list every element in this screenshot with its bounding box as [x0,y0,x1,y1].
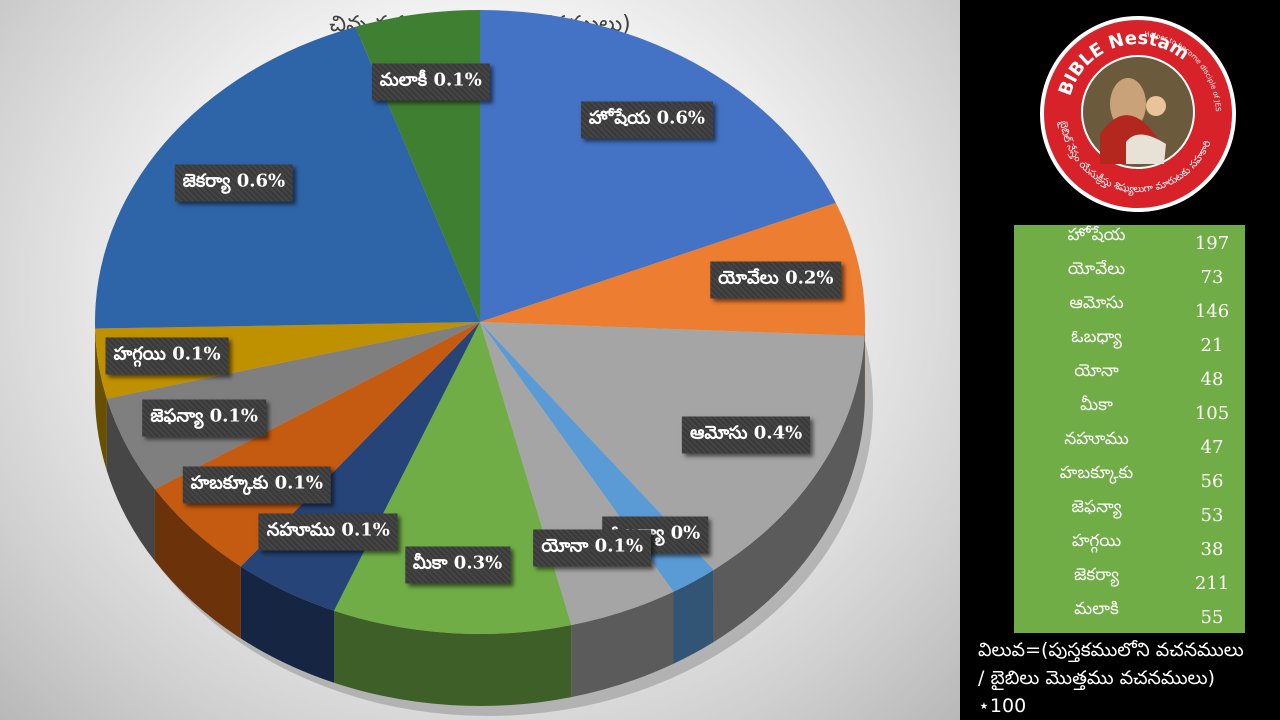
data-label-name: ఆమోసు [690,422,748,444]
data-label-percent: 0.6% [236,170,286,191]
table-row: హోషేయ 197 [1014,225,1245,259]
data-label-percent: 0.3% [453,552,503,574]
table-row-value: 105 [1194,403,1230,424]
table-row-name: నహూము [1064,429,1129,449]
data-label-name: యోవేలు [718,267,779,289]
pie-slice [480,10,836,322]
pie-slice [333,322,572,634]
table-row: జెఫన్యా 53 [1014,497,1245,531]
table-row-value: 73 [1200,267,1224,288]
data-label: హోషేయ 0.6% [580,101,713,139]
data-label-percent: 0.1% [209,405,259,427]
table-row-value: 48 [1200,369,1224,390]
table-row-value: 53 [1200,505,1224,526]
data-label-name: హబక్కూకు [190,472,269,494]
data-label-name: మలాకీ [379,69,428,91]
table-row-name: హగ్గయి [1071,531,1122,551]
table-row-value: 55 [1200,607,1224,628]
pie-slice [154,322,480,567]
table-row: యోవేలు 73 [1014,259,1245,293]
data-label-name: హగ్గయి [113,343,166,365]
data-label-name: జెకర్యా [182,170,231,191]
table-row-value: 56 [1200,471,1224,492]
formula-note: విలువ=(పుస్తకములోని వచనములు / బైబిలు మొత… [978,636,1278,720]
table-row-name: ఓబధ్యా [1071,327,1122,347]
pie-side-wall [95,328,107,471]
bible-nestam-logo: BIBLE Nestam Helper to become disciple o… [1038,14,1236,212]
table-row-value: 197 [1194,233,1230,254]
data-label: నహూము 0.1% [258,513,398,551]
data-label: మలాకీ 0.1% [371,63,490,101]
pie-slice [480,202,865,336]
formula-line-1: విలువ=(పుస్తకములోని వచనములు [978,639,1244,661]
data-label-name: హోషేయ [588,107,651,129]
formula-line-2: / బైబిలు మొత్తము వచనములు) [978,667,1216,689]
table-row-name: ఆమోసు [1069,293,1124,313]
data-label-percent: 0.1% [433,69,482,91]
table-row-value: 38 [1200,539,1224,560]
pie-side-wall [154,489,241,639]
data-label: హబక్కూకు 0.1% [182,466,332,504]
table-row: మలాకి 55 [1014,599,1245,633]
data-label-percent: 0.1% [274,472,324,494]
table-row-name: హోషేయ [1067,225,1126,245]
data-label-percent: 0.6% [656,107,705,129]
table-row: నహూము 47 [1014,429,1245,463]
data-label-percent: 0.2% [785,267,834,289]
table-row-name: జెఫన్యా [1071,497,1122,517]
table-row-name: యోవేలు [1067,259,1126,279]
data-label-percent: 0.1% [172,343,221,365]
pie-slice [106,322,481,490]
table-row-name: మలాకి [1074,599,1119,619]
table-row: ఆమోసు 146 [1014,293,1245,327]
pie-side-wall [673,569,714,664]
table-row: జెకర్యా 211 [1014,565,1245,599]
table-row-value: 21 [1200,335,1224,356]
data-label: ఆమోసు 0.4% [682,416,811,454]
pie-side-wall [106,398,155,562]
data-label-name: జెఫన్యా [150,405,204,427]
data-label: మీకా 0.3% [404,546,511,584]
data-label: యోనా 0.1% [533,529,652,567]
data-label: హగ్గయి 0.1% [105,337,229,375]
pie-side-wall [240,566,334,683]
data-label: జెఫన్యా 0.1% [142,399,267,437]
formula-line-3: ⋆100 [978,695,1027,717]
table-row-name: యోనా [1074,361,1119,381]
table-row: మీకా 105 [1014,395,1245,429]
data-label-name: యోనా [541,535,589,557]
table-row-value: 47 [1200,437,1224,458]
table-row-name: హబక్కూకు [1059,463,1134,483]
table-row-name: మీకా [1080,395,1113,415]
table-row: హగ్గయి 38 [1014,531,1245,565]
chart-area: చిన్న ప్రవక్తలు (బైబిలు వచనములు) హోషేయ 0… [0,0,960,720]
pie-side-wall [333,610,572,706]
table-row: హబక్కూకు 56 [1014,463,1245,497]
data-label-percent: 0% [670,522,701,544]
pie-side-wall [713,335,865,642]
table-row-value: 146 [1194,301,1230,322]
table-row-value: 211 [1194,573,1230,594]
table-row-name: జెకర్యా [1073,565,1120,585]
data-label-percent: 0.1% [594,535,644,557]
data-label: జెకర్యా 0.6% [174,164,294,201]
data-label-name: నహూము [266,519,336,541]
pie-side-wall [571,591,674,698]
data-label-percent: 0.4% [753,422,803,444]
data-label-percent: 0.1% [341,519,390,541]
data-label-name: మీకా [412,552,448,574]
values-table: హోషేయ 197 యోవేలు 73 ఆమోసు 146 ఓబధ్యా 21 యోనా 48 మీ… [1014,225,1245,633]
data-label: యోవేలు 0.2% [710,261,842,299]
pie-slice [480,322,865,570]
table-row: ఓబధ్యా 21 [1014,327,1245,361]
table-row: యోనా 48 [1014,361,1245,395]
